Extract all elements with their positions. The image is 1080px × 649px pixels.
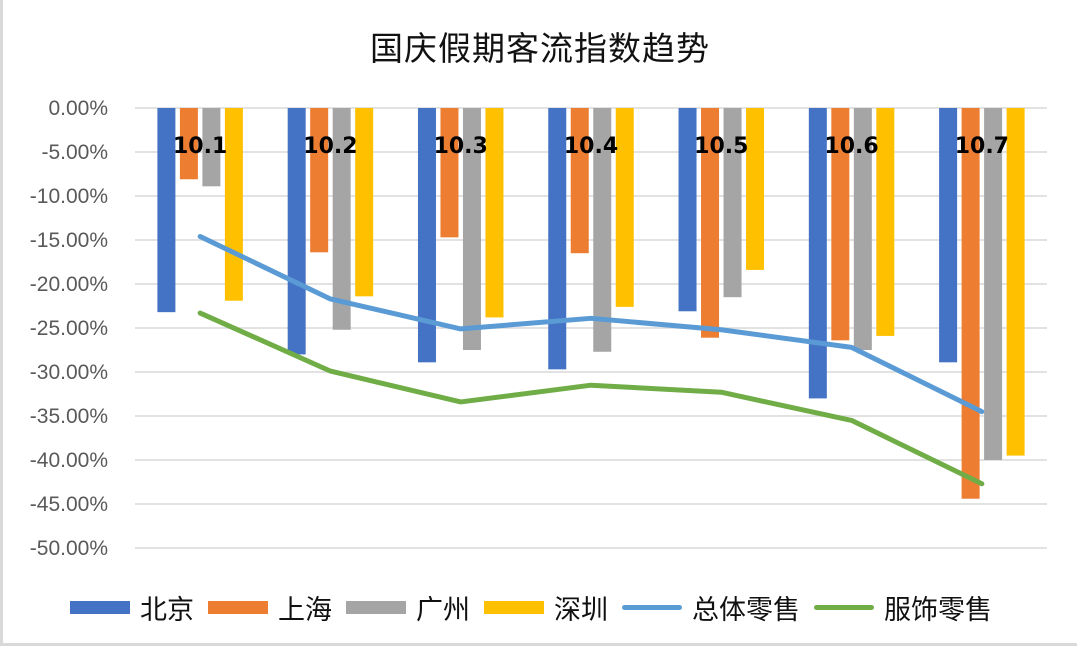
bar-深圳-10.5 bbox=[746, 108, 765, 270]
bar-北京-10.3 bbox=[417, 108, 436, 363]
legend-label: 深圳 bbox=[554, 595, 608, 626]
bar-北京-10.6 bbox=[808, 108, 827, 399]
legend-swatch bbox=[70, 601, 130, 614]
bar-深圳-10.4 bbox=[615, 108, 634, 307]
category-label: 10.4 bbox=[564, 134, 618, 159]
bar-上海-10.7 bbox=[961, 108, 980, 499]
legend-swatch bbox=[484, 601, 544, 614]
legend-swatch bbox=[814, 605, 874, 610]
category-label: 10.1 bbox=[173, 134, 227, 159]
bar-北京-10.1 bbox=[157, 108, 176, 313]
y-tick-label: -30.00% bbox=[30, 361, 108, 384]
y-tick-label: -40.00% bbox=[30, 449, 108, 472]
bar-广州-10.3 bbox=[462, 108, 481, 350]
legend-label: 北京 bbox=[140, 595, 194, 626]
legend-item: 北京 bbox=[70, 588, 194, 627]
legend-swatch bbox=[208, 601, 268, 614]
bar-上海-10.1 bbox=[179, 108, 198, 180]
bar-深圳-10.2 bbox=[355, 108, 374, 297]
bar-北京-10.5 bbox=[678, 108, 697, 312]
legend-label: 总体零售 bbox=[692, 595, 800, 626]
y-tick-label: -10.00% bbox=[30, 185, 108, 208]
bar-广州-10.1 bbox=[202, 108, 221, 187]
y-tick-label: -20.00% bbox=[30, 273, 108, 296]
bar-北京-10.2 bbox=[287, 108, 306, 355]
y-tick-label: -5.00% bbox=[41, 141, 108, 164]
bar-深圳-10.3 bbox=[485, 108, 504, 318]
bar-北京-10.4 bbox=[548, 108, 567, 370]
y-tick-label: 0.00% bbox=[48, 97, 108, 120]
legend-item: 上海 bbox=[208, 588, 332, 627]
chart-title: 国庆假期客流指数趋势 bbox=[370, 29, 710, 68]
chart-legend: 北京 上海 广州 深圳 总体零售 服饰零售 bbox=[70, 588, 1006, 627]
legend-item: 广州 bbox=[346, 588, 470, 627]
category-label: 10.5 bbox=[694, 134, 748, 159]
y-tick-label: -15.00% bbox=[30, 229, 108, 252]
y-tick-label: -25.00% bbox=[30, 317, 108, 340]
bar-上海-10.3 bbox=[440, 108, 459, 238]
bar-广州-10.7 bbox=[984, 108, 1003, 460]
category-label: 10.3 bbox=[434, 134, 488, 159]
bar-深圳-10.7 bbox=[1006, 108, 1025, 456]
legend-item: 深圳 bbox=[484, 588, 608, 627]
category-label: 10.7 bbox=[955, 134, 1009, 159]
bar-深圳-10.6 bbox=[876, 108, 895, 336]
bar-广州-10.6 bbox=[853, 108, 872, 350]
y-tick-label: -45.00% bbox=[30, 493, 108, 516]
legend-item: 服饰零售 bbox=[814, 588, 992, 627]
y-tick-label: -35.00% bbox=[30, 405, 108, 428]
bar-上海-10.2 bbox=[310, 108, 329, 253]
bar-广州-10.4 bbox=[593, 108, 612, 352]
bar-北京-10.7 bbox=[939, 108, 958, 363]
category-label: 10.6 bbox=[824, 134, 878, 159]
legend-label: 上海 bbox=[278, 595, 332, 626]
bar-上海-10.5 bbox=[701, 108, 720, 338]
y-tick-label: -50.00% bbox=[30, 537, 108, 560]
legend-label: 广州 bbox=[416, 595, 470, 626]
legend-item: 总体零售 bbox=[622, 588, 800, 627]
legend-swatch bbox=[622, 605, 682, 610]
bar-上海-10.4 bbox=[570, 108, 589, 254]
legend-swatch bbox=[346, 601, 406, 614]
bar-广州-10.5 bbox=[723, 108, 742, 298]
bar-深圳-10.1 bbox=[224, 108, 243, 301]
bar-上海-10.6 bbox=[831, 108, 850, 341]
category-label: 10.2 bbox=[303, 134, 357, 159]
bar-广州-10.2 bbox=[332, 108, 351, 330]
legend-label: 服饰零售 bbox=[884, 595, 992, 626]
